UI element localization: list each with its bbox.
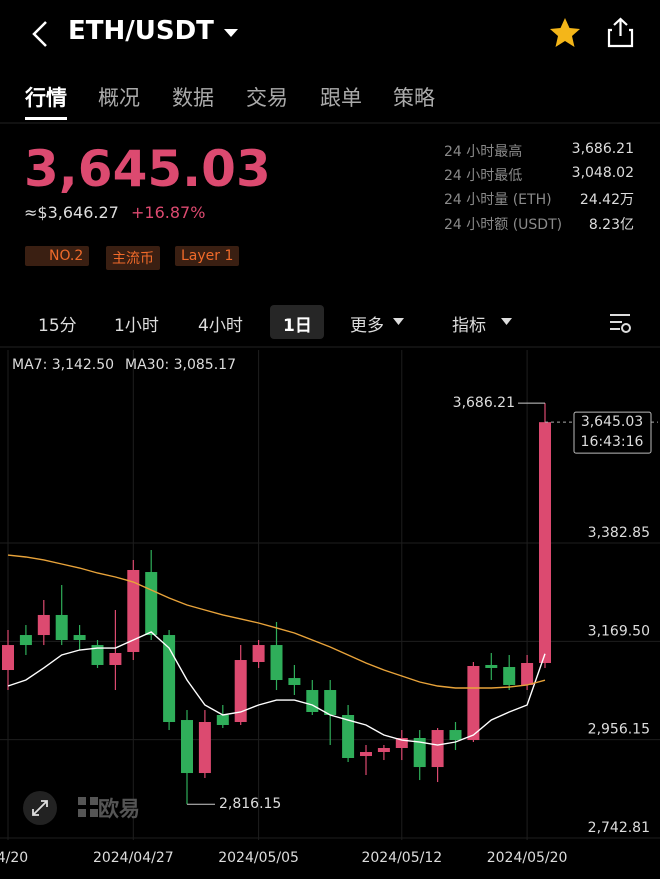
tab[interactable]: 数据 xyxy=(172,86,214,110)
tag[interactable]: 主流币 xyxy=(106,246,160,270)
candle-body xyxy=(2,645,14,671)
interval[interactable]: 4小时 xyxy=(198,316,243,336)
candle-body xyxy=(252,645,265,662)
candle-body xyxy=(324,690,337,715)
candle-body xyxy=(19,635,32,646)
interval[interactable]: 更多 xyxy=(350,316,384,336)
high-label: 3,686.21 xyxy=(453,395,515,411)
legend-entry: MA30: 3,085.17 xyxy=(125,357,236,373)
stat-label: 24 小时额 (USDT) xyxy=(444,217,563,233)
stat-label: 24 小时最低 xyxy=(444,168,523,184)
candle-body xyxy=(163,635,176,723)
last-price-time: 16:43:16 xyxy=(581,434,644,450)
x-tick-label: 2024/05/05 xyxy=(218,850,299,866)
candle-body xyxy=(449,730,462,741)
active-tab-underline xyxy=(25,117,67,120)
stat-value: 3,048.02 xyxy=(571,165,634,181)
active-interval xyxy=(270,305,324,339)
y-tick-label: 3,169.50 xyxy=(588,623,650,639)
candle-body xyxy=(234,660,247,723)
candle-body xyxy=(342,714,355,759)
interval[interactable]: 指标 xyxy=(452,316,486,336)
more-arrow xyxy=(393,318,404,325)
change: +16.87% xyxy=(131,203,206,222)
low-label: 2,816.15 xyxy=(219,796,281,812)
y-tick-label: 3,382.85 xyxy=(588,525,650,541)
interval[interactable]: 1小时 xyxy=(114,316,159,336)
expand-icon xyxy=(32,800,48,816)
candle-body xyxy=(198,722,211,774)
candle-body xyxy=(55,614,68,641)
candle-body xyxy=(467,666,480,741)
candle-body xyxy=(395,737,408,748)
candle-body xyxy=(306,690,319,713)
candle-body xyxy=(503,667,516,685)
star-icon[interactable] xyxy=(550,18,580,47)
tab[interactable]: 行情 xyxy=(25,86,67,110)
last-price: 3,645.03 xyxy=(24,140,271,198)
last-price-label: 3,645.03 xyxy=(581,414,643,430)
indicator-arrow xyxy=(501,318,512,325)
y-tick-label: 2,956.15 xyxy=(588,722,650,738)
tag[interactable]: Layer 1 xyxy=(175,246,240,266)
interval[interactable]: 1日 xyxy=(283,316,312,336)
rank-tag[interactable]: NO.2 xyxy=(25,246,90,266)
candle-body xyxy=(431,730,444,768)
candle-body xyxy=(127,569,140,652)
candle-body xyxy=(377,748,390,753)
stat-value: 24.42万 xyxy=(579,192,634,208)
candle-body xyxy=(181,720,193,774)
tab[interactable]: 交易 xyxy=(246,86,288,110)
last-price-box xyxy=(573,411,652,454)
stat-label: 24 小时量 (ETH) xyxy=(444,192,552,208)
pair-title[interactable]: ETH/USDT xyxy=(68,16,214,46)
x-tick-label: 04/20 xyxy=(0,850,28,866)
watermark: 欧易 xyxy=(98,797,140,821)
stat-value: 8.23亿 xyxy=(588,217,634,233)
stat-value: 3,686.21 xyxy=(571,141,634,157)
x-tick-label: 2024/04/27 xyxy=(93,850,174,866)
stat-label: 24 小时最高 xyxy=(444,144,523,160)
x-tick-label: 2024/05/12 xyxy=(361,850,442,866)
candle-body xyxy=(413,737,426,768)
candle-body xyxy=(270,645,283,681)
candle-body xyxy=(360,752,372,757)
dropdown-icon[interactable] xyxy=(224,29,238,37)
interval[interactable]: 15分 xyxy=(38,316,77,336)
tab[interactable]: 策略 xyxy=(393,86,435,110)
tab[interactable]: 概况 xyxy=(98,86,140,110)
candle-body xyxy=(145,572,158,636)
candle-body xyxy=(216,714,229,725)
legend-entry: MA7: 3,142.50 xyxy=(12,357,114,373)
y-tick-label: 2,742.81 xyxy=(588,820,650,836)
back-icon[interactable] xyxy=(32,21,47,47)
candle-body xyxy=(37,614,50,636)
usd-price: ≈$3,646.27 xyxy=(24,203,119,222)
candle-body xyxy=(521,663,534,685)
candle-body xyxy=(539,422,551,664)
tab[interactable]: 跟单 xyxy=(320,86,362,110)
watermark-logo xyxy=(78,797,98,817)
ma-line xyxy=(7,631,546,746)
share-icon[interactable] xyxy=(607,17,634,48)
settings-icon[interactable] xyxy=(610,314,630,330)
ma-line xyxy=(7,554,546,689)
candle-body xyxy=(91,645,104,665)
candle-body xyxy=(485,664,498,668)
candle-body xyxy=(73,635,86,641)
settings-gear xyxy=(621,323,631,333)
x-tick-label: 2024/05/20 xyxy=(487,850,568,866)
candle-body xyxy=(288,678,301,685)
candle-body xyxy=(109,653,122,665)
